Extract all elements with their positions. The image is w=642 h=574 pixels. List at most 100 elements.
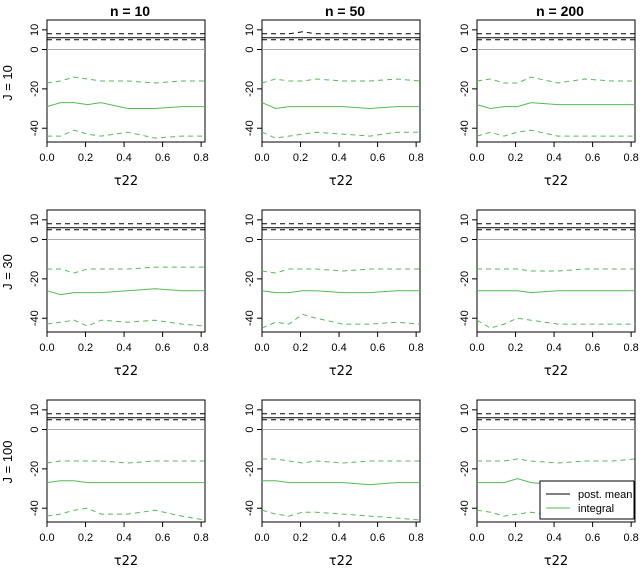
y-tick-label: 10 [459,404,471,416]
integral-upper-line [47,266,205,274]
row-title-j30: J = 30 [0,254,15,290]
panel: 10 0 -20 -40 0.0 0.2 0.4 0.6 0.8 τ22 [29,399,209,569]
y-tick-label: -20 [459,461,471,477]
x-tick-label: 0.8 [408,532,423,544]
y-tick-label: 10 [244,24,256,36]
integral-line [46,288,205,296]
x-tick-label: 0.6 [155,532,170,544]
x-tick-label: 0.2 [293,532,308,544]
y-tick-label: -20 [459,271,471,287]
integral-upper-line [46,76,205,84]
x-axis-label: τ22 [544,364,568,379]
y-tick-label: 0 [244,236,256,242]
integral-line [476,102,635,110]
integral-lower-line [46,319,206,327]
x-tick-label: 0.8 [193,152,208,164]
y-tick-label: 10 [244,214,256,226]
integral-upper-line [476,76,635,84]
x-tick-label: 0.6 [370,152,385,164]
panel: 10 0 -20 -40 0.0 0.2 0.4 0.6 0.8 τ22 [459,19,639,189]
x-tick-label: 0.6 [370,342,385,354]
integral-lower-line [476,129,635,137]
integral-line [477,290,635,294]
panel-frame [261,209,421,333]
y-tick-label: 0 [459,426,471,432]
x-axis-label: τ22 [544,554,568,569]
x-axis-label: τ22 [544,174,568,189]
integral-lower-line [261,509,421,521]
y-tick-label: -40 [29,120,41,136]
x-axis-label: τ22 [329,174,353,189]
column-title-n200: n = 200 [536,3,584,19]
x-tick-label: 0.8 [623,152,638,164]
y-tick-label: -40 [244,500,256,516]
y-tick-label: 10 [29,214,41,226]
integral-line [261,290,420,294]
x-tick-label: 0.0 [254,532,269,544]
x-tick-label: 0.6 [585,152,600,164]
x-axis-label: τ22 [114,174,138,189]
x-tick-label: 0.4 [331,532,346,544]
x-tick-label: 0.4 [546,342,561,354]
integral-line [261,102,420,110]
integral-line [46,102,205,109]
x-tick-label: 0.4 [331,152,346,164]
integral-line [46,480,205,484]
x-tick-label: 0.4 [116,152,131,164]
x-tick-label: 0.4 [116,532,131,544]
panel-frame [261,399,421,523]
y-tick-label: -20 [29,461,41,477]
x-tick-label: 0.8 [623,532,638,544]
integral-line [262,480,420,486]
y-tick-label: -40 [459,500,471,516]
x-tick-label: 0.0 [469,152,484,164]
x-tick-label: 0.2 [78,532,93,544]
integral-upper-line [477,458,636,464]
x-tick-label: 0.6 [155,342,170,354]
x-tick-label: 0.2 [508,342,523,354]
y-tick-label: -20 [29,271,41,287]
x-tick-label: 0.6 [585,342,600,354]
integral-upper-line [262,458,420,464]
x-tick-label: 0.0 [254,152,269,164]
y-tick-label: -20 [29,81,41,97]
panel: 10 0 -20 -40 0.0 0.2 0.4 0.6 0.8 τ22 [244,399,424,569]
x-tick-label: 0.6 [155,152,170,164]
panel-frame [46,209,206,333]
x-tick-label: 0.2 [293,152,308,164]
x-tick-label: 0.2 [78,342,93,354]
x-tick-label: 0.4 [331,342,346,354]
x-tick-label: 0.0 [469,342,484,354]
integral-upper-line [477,268,635,272]
x-tick-label: 0.0 [469,532,484,544]
y-tick-label: 0 [29,426,41,432]
panel: 10 0 -20 -40 0.0 0.2 0.4 0.6 0.8 τ22 [244,209,424,379]
row-title-j100: J = 100 [0,440,15,483]
integral-upper-line [261,78,421,84]
y-tick-label: 10 [29,24,41,36]
legend-box [539,480,635,520]
x-tick-label: 0.0 [39,342,54,354]
y-tick-label: 10 [459,24,471,36]
y-tick-label: 0 [244,426,256,432]
integral-lower-line [476,317,635,329]
column-title-n50: n = 50 [325,3,365,19]
x-tick-label: 0.8 [408,342,423,354]
x-tick-label: 0.4 [116,342,131,354]
integral-lower-line [261,131,420,139]
y-tick-label: 0 [459,46,471,52]
legend-label-post-mean: post. mean [578,489,632,501]
y-tick-label: -20 [244,461,256,477]
x-tick-label: 0.2 [293,342,308,354]
x-tick-label: 0.0 [254,342,269,354]
x-tick-label: 0.6 [370,532,385,544]
y-tick-label: 0 [244,46,256,52]
panel-frame [476,209,636,333]
integral-upper-line [46,460,205,464]
x-tick-label: 0.0 [39,532,54,544]
y-tick-label: -20 [244,271,256,287]
panel: 10 0 -20 -40 0.0 0.2 0.4 0.6 0.8 τ22 [459,209,639,379]
panel: 10 0 -20 -40 0.0 0.2 0.4 0.6 0.8 τ22 [244,19,424,189]
x-tick-label: 0.8 [408,152,423,164]
